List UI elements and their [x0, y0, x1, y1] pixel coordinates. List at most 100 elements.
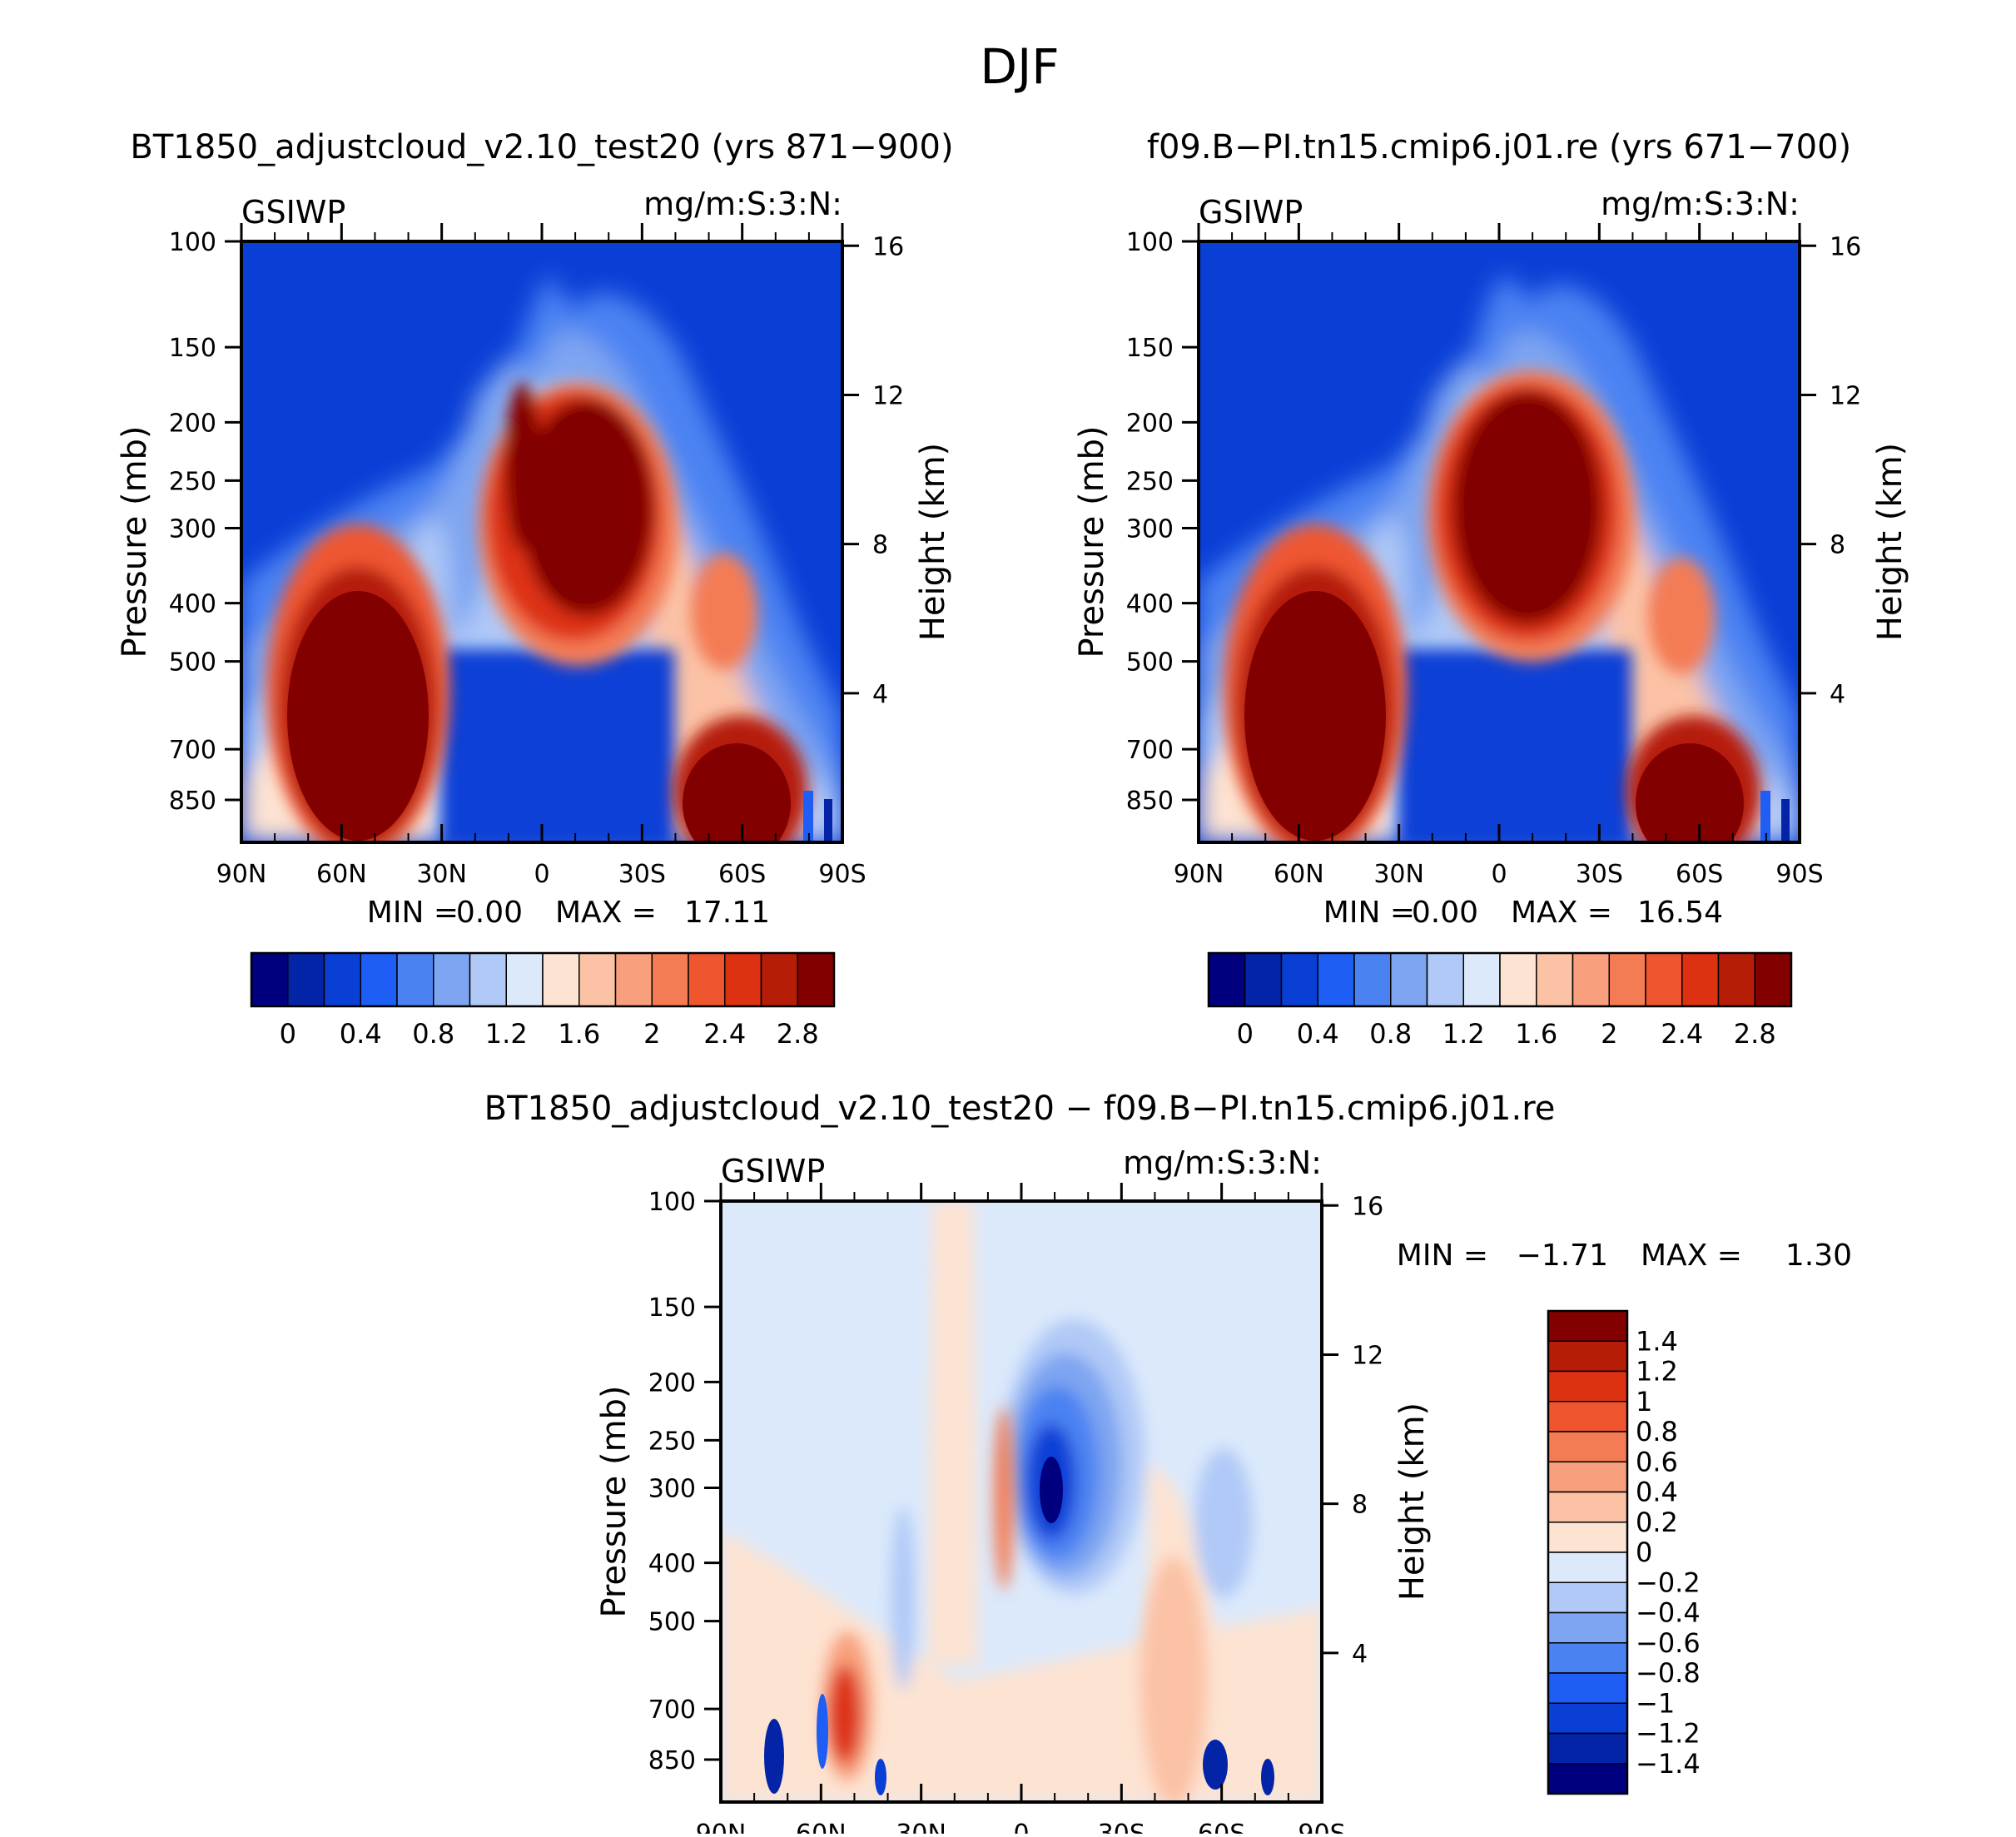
- colorbar-label: 0: [1237, 1018, 1254, 1050]
- colorbar-frame: [1547, 1309, 1629, 1795]
- x-tick-label: 60N: [1274, 860, 1324, 889]
- colorbar-swatch: [1547, 1552, 1628, 1583]
- colorbar-label: −0.4: [1636, 1597, 1701, 1629]
- colorbar-swatch: [1717, 952, 1755, 1007]
- colorbar-label: −1.2: [1636, 1718, 1701, 1750]
- panel-b: f09.B−PI.tn15.cmip6.j01.re (yrs 671−700)…: [1073, 128, 1909, 1050]
- y-right-tick-label: 4: [872, 680, 888, 709]
- x-tick-label: 90N: [696, 1820, 747, 1834]
- panel-c-title: BT1850_adjustcloud_v2.10_test20 − f09.B−…: [484, 1090, 1556, 1128]
- y-right-tick-label: 12: [1830, 381, 1861, 410]
- panel-a-blob-tropics: [531, 412, 634, 603]
- panel-c-min-label: MIN =: [1397, 1239, 1488, 1273]
- colorbar-swatch: [1547, 1491, 1628, 1523]
- colorbar-label: −0.6: [1636, 1627, 1701, 1659]
- colorbar-swatch: [1547, 1370, 1628, 1403]
- colorbar-swatch: [1681, 952, 1720, 1007]
- panel-a: BT1850_adjustcloud_v2.10_test20 (yrs 871…: [116, 128, 954, 1050]
- panel-a-min: 0.00: [456, 896, 523, 930]
- colorbar-label: 0: [1636, 1537, 1652, 1568]
- x-tick-label: 30S: [1098, 1820, 1145, 1834]
- x-tick-label: 0: [1491, 860, 1507, 889]
- y-tick-label: 250: [169, 467, 216, 496]
- x-tick-label: 0: [1013, 1820, 1029, 1834]
- colorbar-frame: [250, 951, 836, 1008]
- colorbar-frame: [1207, 951, 1793, 1008]
- colorbar-swatch: [1547, 1702, 1628, 1735]
- x-tick-label: 90N: [1174, 860, 1224, 889]
- colorbar-label: 2.4: [1661, 1018, 1703, 1050]
- panel-c-neg-blob-sh: [1203, 1740, 1228, 1790]
- panel-a-blob-sh: [683, 743, 791, 842]
- colorbar-label: 1.2: [1442, 1018, 1485, 1050]
- x-tick-label: 60S: [1198, 1820, 1245, 1834]
- y-right-axis-title: Height (km): [914, 443, 952, 641]
- panel-b-field: [1199, 241, 1800, 842]
- colorbar-swatch: [760, 952, 798, 1007]
- y-right-tick-label: 16: [1352, 1192, 1383, 1221]
- panel-b-units: mg/m:S:3:N:: [1601, 186, 1800, 222]
- colorbar-label: 1: [1636, 1386, 1652, 1417]
- colorbar-swatch: [1280, 952, 1318, 1007]
- y-right-tick-label: 16: [1830, 232, 1861, 261]
- colorbar-label: −0.8: [1636, 1657, 1701, 1689]
- y-tick-label: 400: [648, 1550, 696, 1579]
- colorbar-swatch: [1754, 952, 1792, 1007]
- colorbar-swatch: [1547, 1461, 1628, 1493]
- y-tick-label: 850: [169, 787, 216, 816]
- panel-b-min: 0.00: [1412, 896, 1478, 930]
- colorbar-swatch: [433, 952, 471, 1007]
- x-tick-label: 90N: [216, 860, 267, 889]
- y-right-tick-label: 8: [1830, 531, 1845, 560]
- colorbar-label: 1.6: [558, 1018, 600, 1050]
- colorbar-swatch: [1353, 952, 1392, 1007]
- colorbar-swatch: [1547, 1310, 1628, 1342]
- y-tick-label: 400: [169, 590, 216, 619]
- colorbar-swatch: [396, 952, 434, 1007]
- colorbar-label: 2.4: [703, 1018, 746, 1050]
- y-right-tick-label: 4: [1352, 1640, 1368, 1669]
- colorbar-label: 0.8: [1369, 1018, 1412, 1050]
- figure-title: DJF: [980, 38, 1059, 95]
- colorbar-swatch: [1244, 952, 1283, 1007]
- colorbar-swatch: [542, 952, 580, 1007]
- colorbar-swatch: [724, 952, 762, 1007]
- panel-c-neg-blob-nh: [764, 1719, 784, 1794]
- colorbar-swatch: [797, 952, 835, 1007]
- colorbar-swatch: [360, 952, 398, 1007]
- colorbar-swatch: [505, 952, 544, 1007]
- panel-b-colorbar: 0 0.4 0.8 1.2 1.6 2 2.4 2.8: [1207, 951, 1793, 1050]
- colorbar-swatch: [614, 952, 653, 1007]
- colorbar-swatch: [1499, 952, 1537, 1007]
- y-right-tick-label: 8: [872, 531, 888, 560]
- colorbar-swatch: [1536, 952, 1574, 1007]
- y-tick-label: 700: [1126, 736, 1174, 765]
- colorbar-swatch: [1547, 1732, 1628, 1765]
- panel-c-field: [721, 1201, 1322, 1802]
- colorbar-swatch: [1547, 1672, 1628, 1704]
- colorbar-swatch: [1547, 1431, 1628, 1462]
- panel-b-min-label: MIN =: [1323, 896, 1415, 930]
- y-tick-label: 250: [648, 1427, 696, 1456]
- panel-b-blob-nh: [1244, 591, 1386, 841]
- x-tick-label: 90S: [1298, 1820, 1345, 1834]
- colorbar-swatch: [578, 952, 617, 1007]
- x-tick-label: 60N: [796, 1820, 847, 1834]
- colorbar-swatch: [1547, 1763, 1628, 1795]
- y-tick-label: 500: [1126, 648, 1174, 678]
- colorbar-label: 0.4: [340, 1018, 382, 1050]
- colorbar-label: 0.4: [1297, 1018, 1339, 1050]
- y-right-tick-label: 16: [872, 232, 904, 261]
- colorbar-swatch: [323, 952, 361, 1007]
- y-right-axis-title: Height (km): [1871, 443, 1909, 641]
- x-tick-label: 60S: [1676, 860, 1723, 889]
- panel-c-units: mg/m:S:3:N:: [1123, 1144, 1322, 1181]
- panel-c-axes: 90N 60N 30N 0 30S 60S 90S 100 150 200 250 300 400 500…: [595, 1183, 1432, 1837]
- y-tick-label: 400: [1126, 590, 1174, 619]
- x-tick-label: 30S: [1576, 860, 1623, 889]
- panel-c-min: −1.71: [1517, 1239, 1608, 1273]
- y-tick-label: 850: [1126, 787, 1174, 816]
- y-axis-title: Pressure (mb): [1073, 425, 1111, 658]
- x-tick-label: 30N: [1373, 860, 1424, 889]
- panel-c: BT1850_adjustcloud_v2.10_test20 − f09.B−…: [484, 1090, 1852, 1837]
